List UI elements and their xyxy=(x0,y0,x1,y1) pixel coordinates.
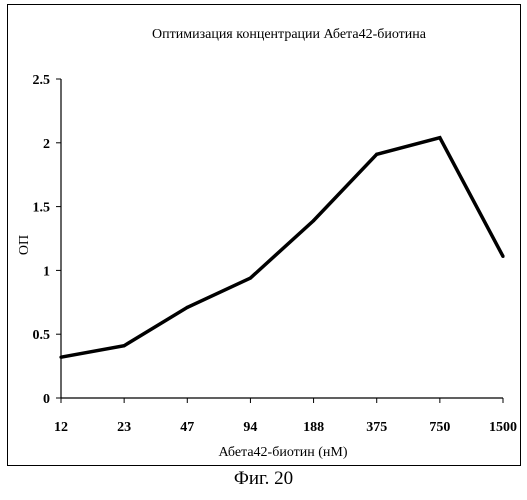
x-ticks: 12 23 47 94 188 375 750 1500 xyxy=(54,398,517,435)
data-point xyxy=(186,306,189,309)
line-chart: Оптимизация концентрации Абета42-биотина… xyxy=(0,0,527,466)
data-point xyxy=(123,344,126,347)
x-axis-label: Абета42-биотин (нМ) xyxy=(218,445,347,460)
x-tick-label: 750 xyxy=(429,420,450,435)
x-tick-label: 94 xyxy=(243,420,257,435)
axes xyxy=(61,79,503,398)
y-tick-label: 2.5 xyxy=(33,73,51,88)
chart-title: Оптимизация концентрации Абета42-биотина xyxy=(152,27,427,42)
x-tick-label: 1500 xyxy=(489,420,517,435)
y-tick-label: 0.5 xyxy=(33,328,51,343)
y-tick-label: 0 xyxy=(43,392,50,407)
plot-series xyxy=(59,136,504,359)
y-tick-label: 2 xyxy=(43,137,50,152)
y-ticks: 0 0.5 1 1.5 2 2.5 xyxy=(33,73,62,407)
data-point xyxy=(438,136,441,139)
x-tick-label: 47 xyxy=(180,420,194,435)
data-point xyxy=(249,276,252,279)
figure-caption: Фиг. 20 xyxy=(0,468,527,490)
x-tick-label: 12 xyxy=(54,420,68,435)
y-axis-label: ОП xyxy=(17,235,32,255)
x-tick-label: 188 xyxy=(303,420,324,435)
x-tick-label: 23 xyxy=(117,420,131,435)
data-point xyxy=(59,356,62,359)
data-point xyxy=(312,219,315,222)
data-point xyxy=(501,255,504,258)
y-tick-label: 1.5 xyxy=(33,201,51,216)
data-point xyxy=(375,153,378,156)
series-line xyxy=(61,138,503,357)
x-tick-label: 375 xyxy=(366,420,387,435)
y-tick-label: 1 xyxy=(43,264,50,279)
